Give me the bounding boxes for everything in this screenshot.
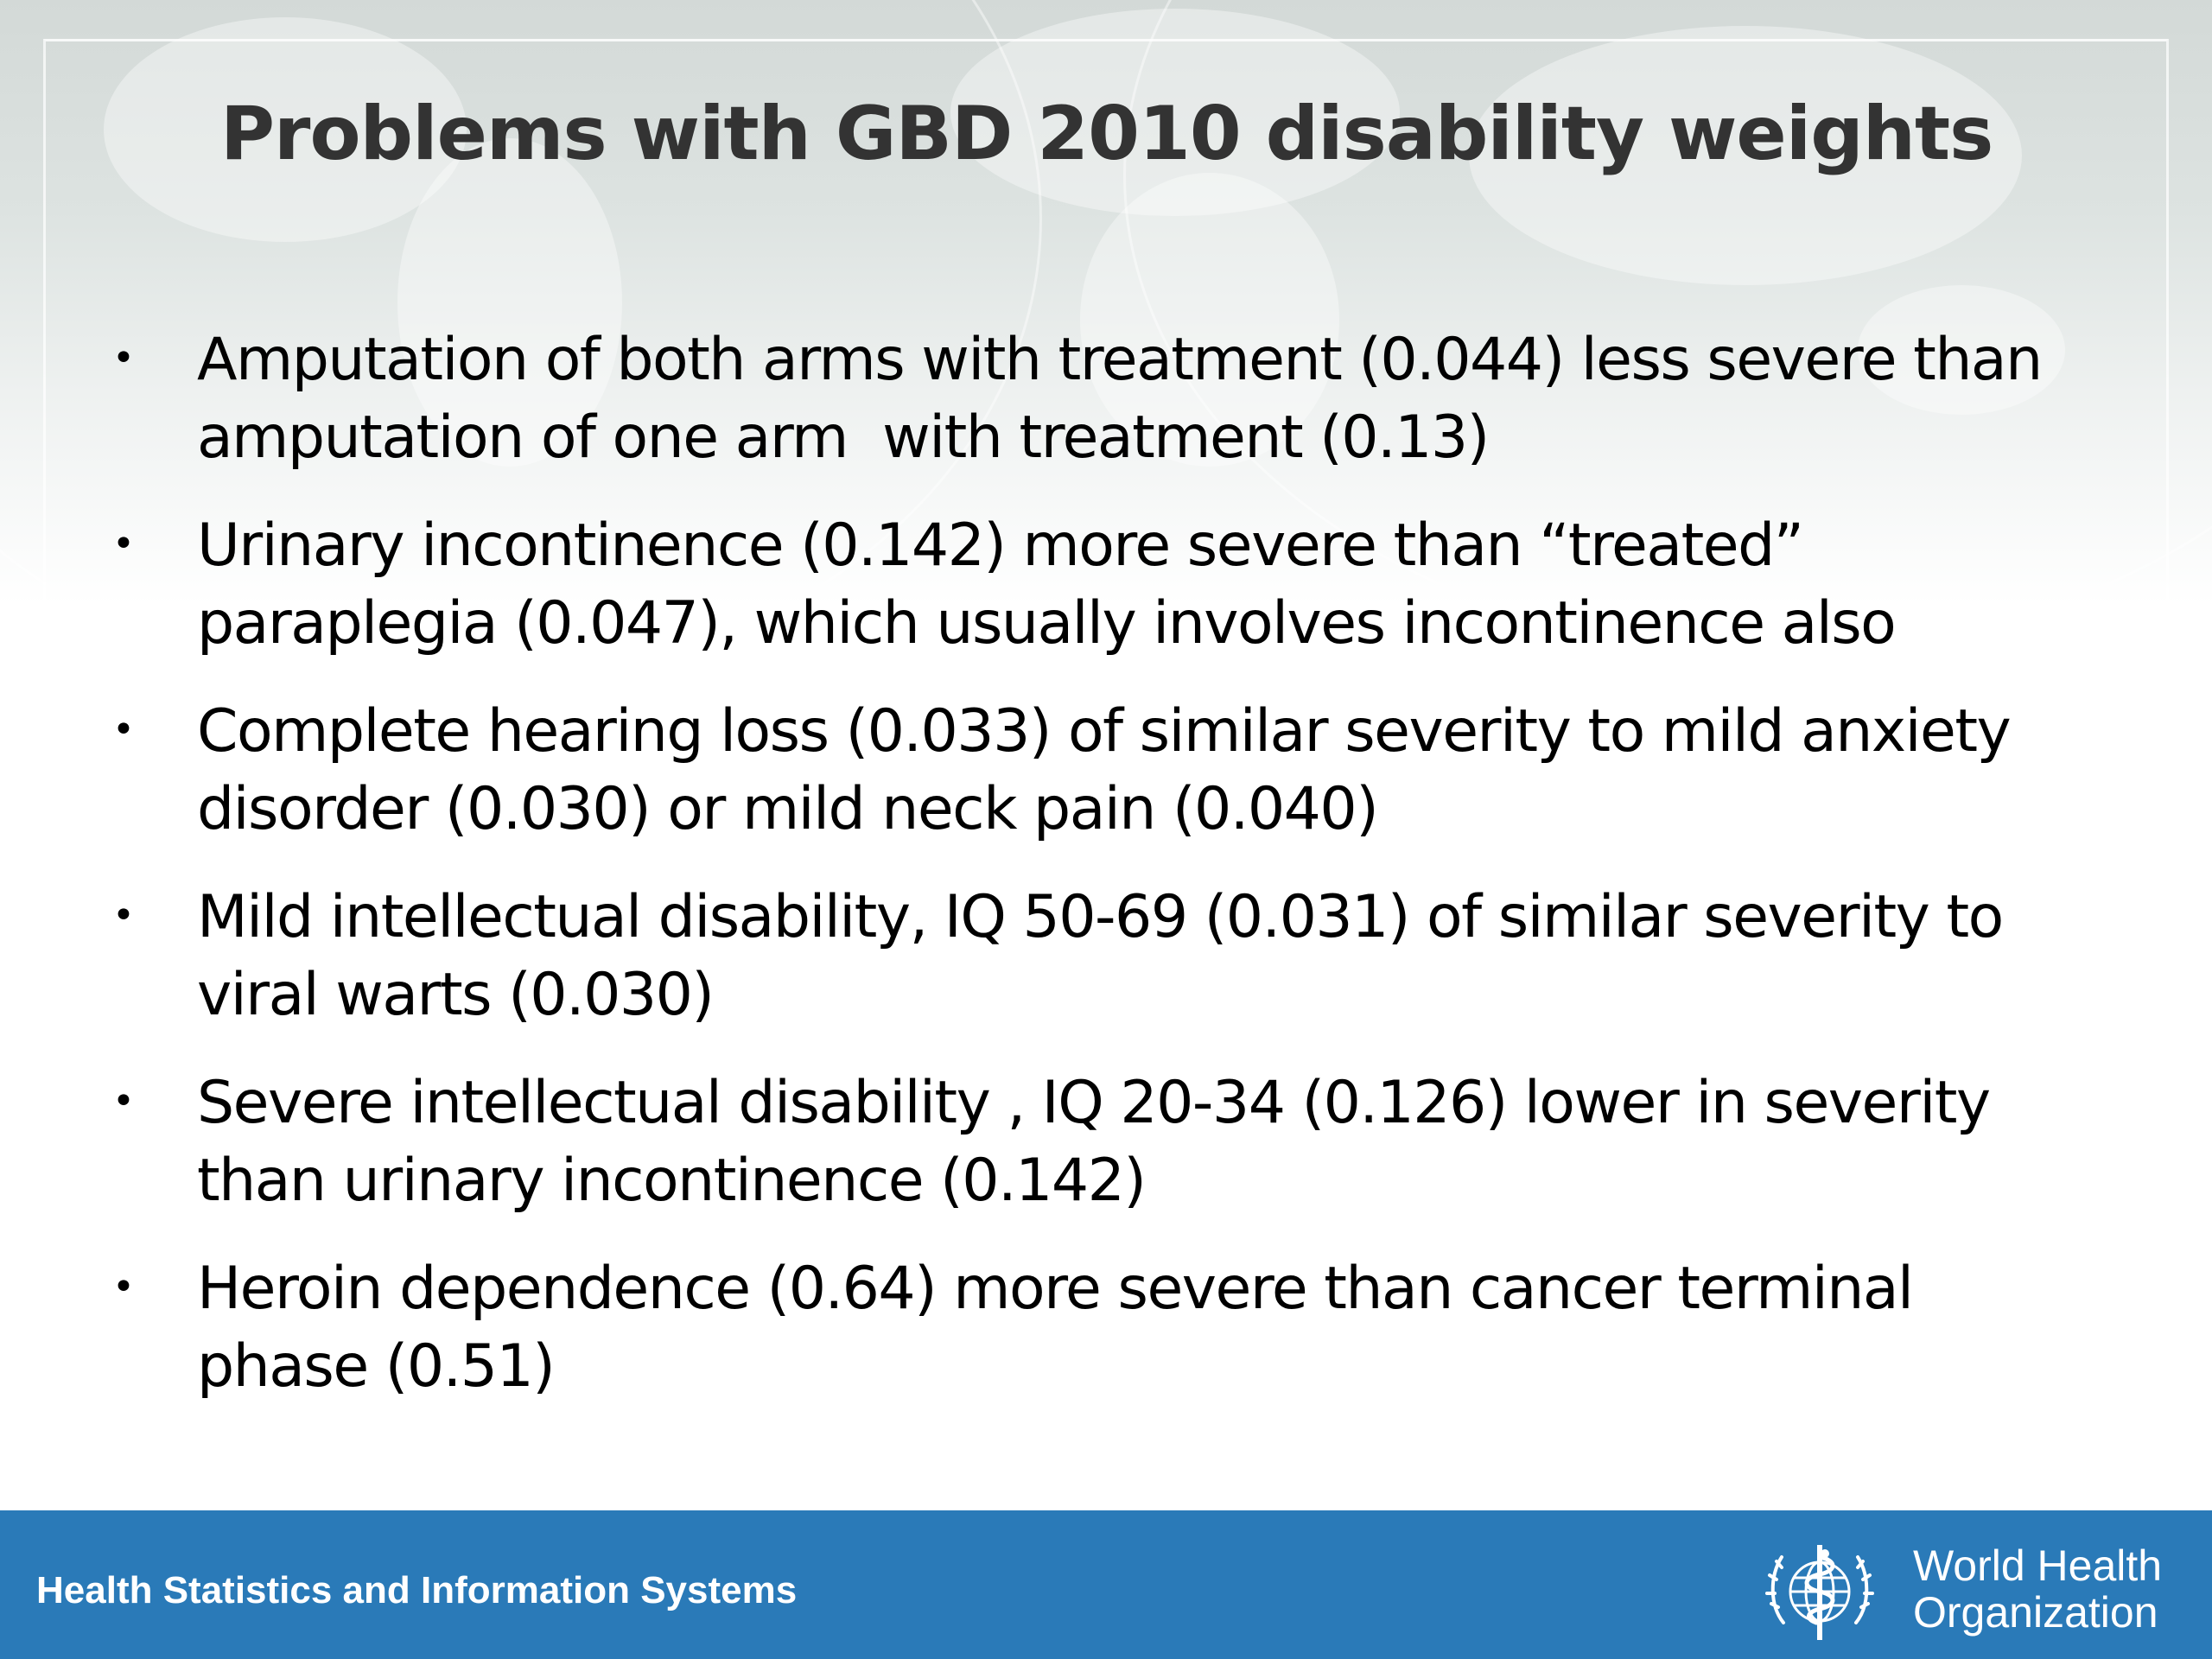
bullet-dot-icon: • bbox=[112, 1079, 135, 1123]
slide-frame-border bbox=[43, 39, 2169, 920]
footer-department-label: Health Statistics and Information System… bbox=[36, 1569, 798, 1611]
bullet-dot-icon: • bbox=[112, 336, 135, 380]
bullet-dot-icon: • bbox=[112, 893, 135, 938]
bullet-item: • Complete hearing loss (0.033) of simil… bbox=[0, 693, 2212, 879]
bullet-text: Severe intellectual disability , IQ 20-3… bbox=[197, 1069, 1991, 1215]
bullet-item: • Amputation of both arms with treatment… bbox=[0, 321, 2212, 507]
bullet-list: • Amputation of both arms with treatment… bbox=[0, 321, 2212, 1436]
world-map-header-background bbox=[0, 0, 2212, 605]
who-emblem-icon bbox=[1765, 1545, 1874, 1640]
slide-title: Problems with GBD 2010 disability weight… bbox=[220, 91, 1993, 177]
bullet-dot-icon: • bbox=[112, 522, 135, 566]
bullet-dot-icon: • bbox=[112, 708, 135, 752]
footer-bar: Health Statistics and Information System… bbox=[0, 1510, 2212, 1659]
bullet-item: • Heroin dependence (0.64) more severe t… bbox=[0, 1250, 2212, 1436]
bullet-item: • Urinary incontinence (0.142) more seve… bbox=[0, 507, 2212, 693]
bullet-text: Heroin dependence (0.64) more severe tha… bbox=[197, 1255, 1914, 1401]
bullet-item: • Mild intellectual disability, IQ 50-69… bbox=[0, 879, 2212, 1065]
org-name-line-1: World Health bbox=[1913, 1541, 2163, 1590]
bullet-text: Mild intellectual disability, IQ 50-69 (… bbox=[197, 883, 2004, 1029]
bullet-text: Urinary incontinence (0.142) more severe… bbox=[197, 512, 1897, 658]
bullet-text: Amputation of both arms with treatment (… bbox=[197, 326, 2043, 472]
bullet-text: Complete hearing loss (0.033) of similar… bbox=[197, 697, 2012, 843]
org-name-line-2: Organization bbox=[1913, 1588, 2158, 1637]
bullet-dot-icon: • bbox=[112, 1265, 135, 1309]
bullet-item: • Severe intellectual disability , IQ 20… bbox=[0, 1065, 2212, 1250]
